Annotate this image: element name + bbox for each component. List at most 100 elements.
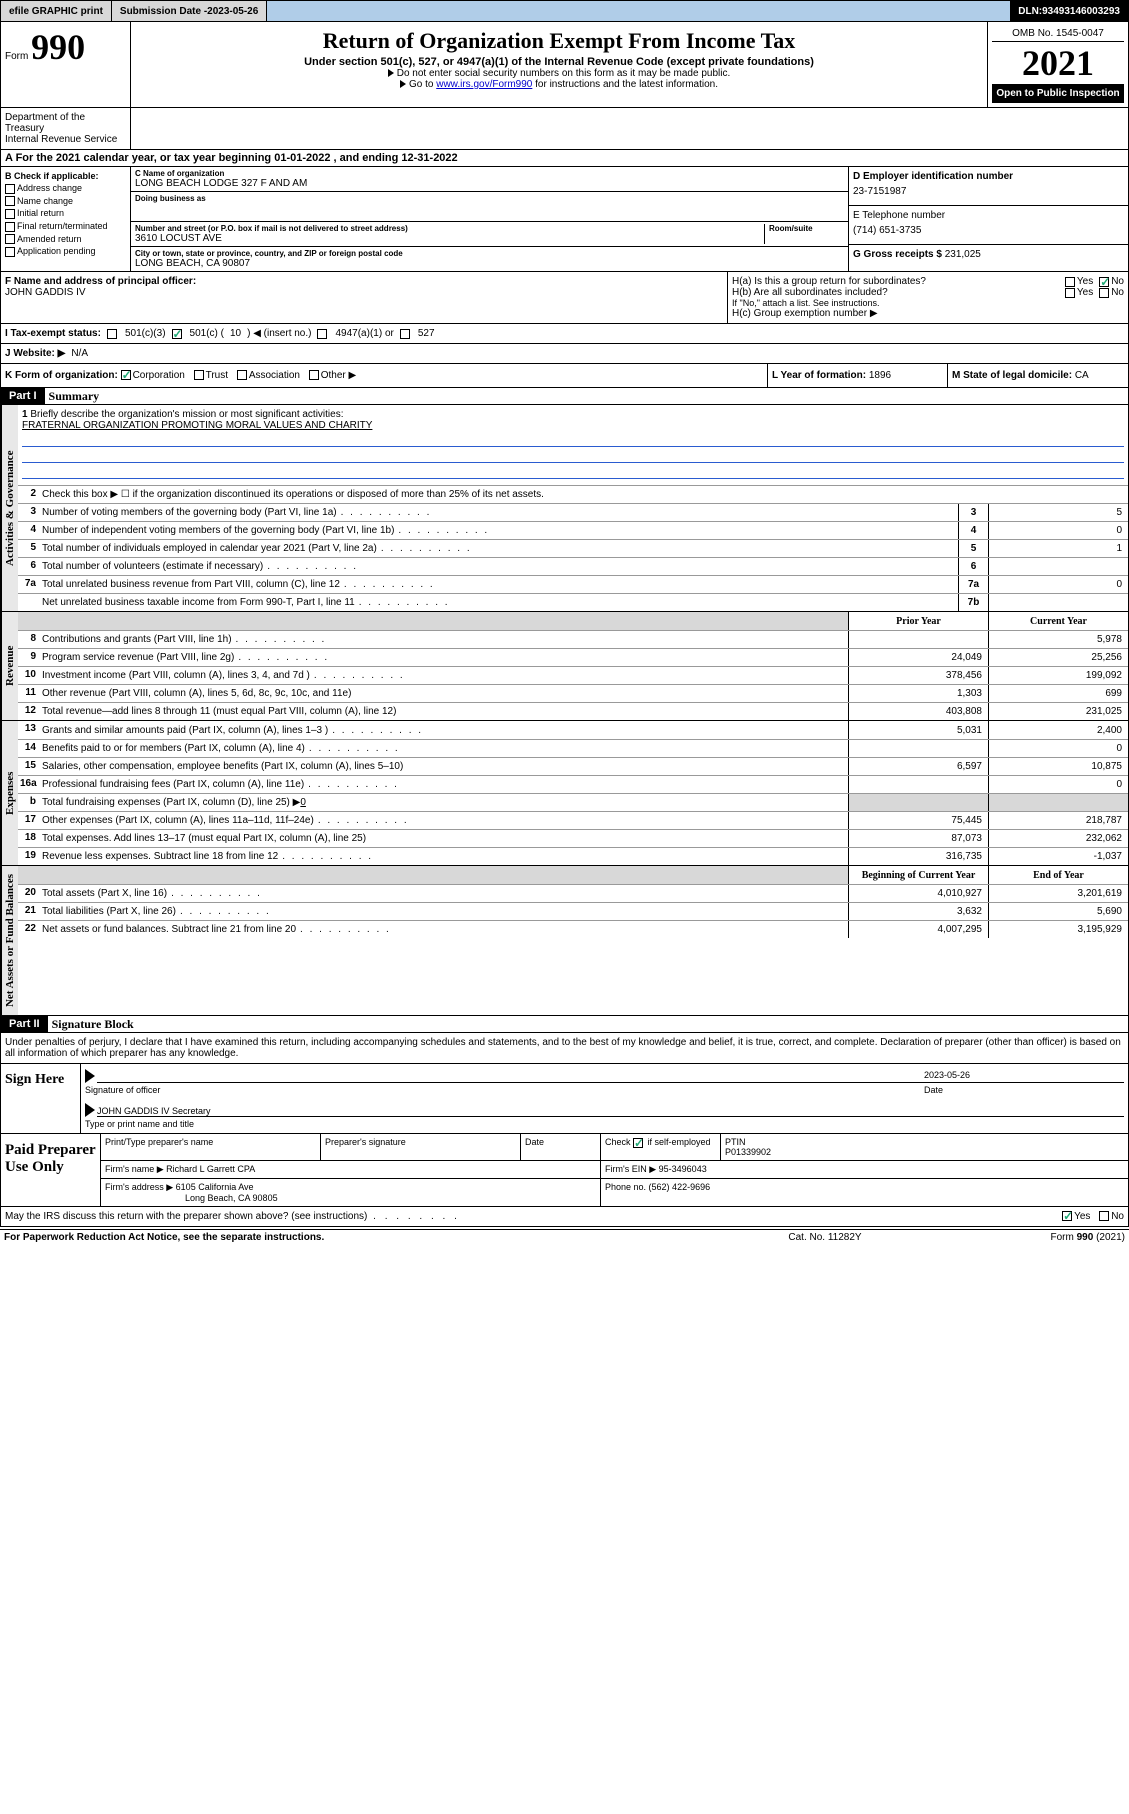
vtab-governance: Activities & Governance xyxy=(1,405,18,611)
opt-name-change: Name change xyxy=(17,196,73,206)
city-value: LONG BEACH, CA 90807 xyxy=(135,258,844,269)
l13-prior: 5,031 xyxy=(848,721,988,739)
domicile-state: CA xyxy=(1075,370,1089,381)
dept-row: Department of the Treasury Internal Reve… xyxy=(0,108,1129,150)
arrow-icon xyxy=(400,80,406,88)
l16a-desc: Professional fundraising fees (Part IX, … xyxy=(38,776,848,793)
checkbox-amended-return[interactable] xyxy=(5,234,15,244)
checkbox-application-pending[interactable] xyxy=(5,247,15,257)
efile-print-button[interactable]: efile GRAPHIC print xyxy=(1,1,112,21)
discuss-yes: Yes xyxy=(1074,1211,1090,1222)
checkbox-self-employed[interactable] xyxy=(633,1138,643,1148)
checkbox-association[interactable] xyxy=(237,370,247,380)
section-k: K Form of organization: Corporation Trus… xyxy=(1,364,768,387)
checkbox-hb-no[interactable] xyxy=(1099,288,1109,298)
checkbox-final-return[interactable] xyxy=(5,222,15,232)
section-c: C Name of organization LONG BEACH LODGE … xyxy=(131,167,848,271)
l5-desc: Total number of individuals employed in … xyxy=(38,540,958,557)
l14-prior xyxy=(848,740,988,757)
section-a: A For the 2021 calendar year, or tax yea… xyxy=(0,150,1129,167)
l21-prior: 3,632 xyxy=(848,903,988,920)
l14-current: 0 xyxy=(988,740,1128,757)
discuss-text: May the IRS discuss this return with the… xyxy=(5,1211,460,1222)
checkbox-4947[interactable] xyxy=(317,329,327,339)
checkbox-ha-no[interactable] xyxy=(1099,277,1109,287)
officer-name-label: Type or print name and title xyxy=(85,1119,1124,1129)
firm-addr1: 6105 California Ave xyxy=(176,1182,254,1192)
l9-desc: Program service revenue (Part VIII, line… xyxy=(38,649,848,666)
mission-line xyxy=(22,433,1124,447)
opt-501c-pre: 501(c) ( xyxy=(190,328,224,339)
hb-label: H(b) Are all subordinates included? xyxy=(732,287,1065,298)
checkbox-hb-yes[interactable] xyxy=(1065,288,1075,298)
org-name: LONG BEACH LODGE 327 F AND AM xyxy=(135,178,844,189)
part1-header-row: Part I Summary xyxy=(0,388,1129,405)
website-value: N/A xyxy=(71,348,88,359)
l22-prior: 4,007,295 xyxy=(848,921,988,938)
expenses-block: Expenses 13Grants and similar amounts pa… xyxy=(0,721,1129,866)
year-end: 12-31-2022 xyxy=(401,152,457,164)
l17-current: 218,787 xyxy=(988,812,1128,829)
prep-phone-label: Phone no. xyxy=(605,1182,649,1192)
checkbox-trust[interactable] xyxy=(194,370,204,380)
part1-badge: Part I xyxy=(1,388,45,404)
m-label: M State of legal domicile: xyxy=(952,370,1075,381)
topbar-spacer xyxy=(267,1,1010,21)
tax-year: 2021 xyxy=(992,42,1124,84)
checkbox-527[interactable] xyxy=(400,329,410,339)
inspection-label: Open to Public Inspection xyxy=(992,84,1124,103)
revenue-body: Prior YearCurrent Year 8Contributions an… xyxy=(18,612,1128,720)
checkbox-initial-return[interactable] xyxy=(5,209,15,219)
section-fh: F Name and address of principal officer:… xyxy=(0,272,1129,324)
checkbox-name-change[interactable] xyxy=(5,196,15,206)
firm-ein-label: Firm's EIN ▶ xyxy=(605,1164,656,1174)
l7a-desc: Total unrelated business revenue from Pa… xyxy=(38,576,958,593)
checkbox-address-change[interactable] xyxy=(5,184,15,194)
prep-name-label: Print/Type preparer's name xyxy=(101,1134,321,1160)
checkbox-501c[interactable] xyxy=(172,329,182,339)
mission-line xyxy=(22,465,1124,479)
year-begin: 01-01-2022 xyxy=(274,152,330,164)
hc-label: H(c) Group exemption number ▶ xyxy=(732,308,1124,319)
prior-year-header: Prior Year xyxy=(848,612,988,630)
checkbox-other[interactable] xyxy=(309,370,319,380)
signature-arrow-icon xyxy=(85,1103,95,1117)
l17-desc: Other expenses (Part IX, column (A), lin… xyxy=(38,812,848,829)
begin-year-header: Beginning of Current Year xyxy=(848,866,988,884)
gross-receipts-label: G Gross receipts $ xyxy=(853,249,945,260)
firm-addr-label: Firm's address ▶ xyxy=(105,1182,173,1192)
sign-here-block: Sign Here 2023-05-26 Signature of office… xyxy=(0,1064,1129,1134)
addr-value: 3610 LOCUST AVE xyxy=(135,233,764,244)
checkbox-discuss-no[interactable] xyxy=(1099,1211,1109,1221)
hb-note: If "No," attach a list. See instructions… xyxy=(732,298,1124,308)
checkbox-ha-yes[interactable] xyxy=(1065,277,1075,287)
firm-ein: 95-3496043 xyxy=(659,1164,707,1174)
l8-desc: Contributions and grants (Part VIII, lin… xyxy=(38,631,848,648)
sign-here-body: 2023-05-26 Signature of officerDate JOHN… xyxy=(81,1064,1128,1133)
l16b-desc: Total fundraising expenses (Part IX, col… xyxy=(38,794,848,811)
section-j: J Website: ▶ N/A xyxy=(0,344,1129,364)
opt-address-change: Address change xyxy=(17,183,82,193)
instructions-link[interactable]: www.irs.gov/Form990 xyxy=(436,79,532,90)
prep-check-label: Check if self-employed xyxy=(601,1134,721,1160)
governance-block: Activities & Governance 1 Briefly descri… xyxy=(0,405,1129,612)
officer-typed-name: JOHN GADDIS IV Secretary xyxy=(97,1106,1124,1117)
part2-badge: Part II xyxy=(1,1016,48,1032)
discuss-row: May the IRS discuss this return with the… xyxy=(0,1207,1129,1227)
checkbox-discuss-yes[interactable] xyxy=(1062,1211,1072,1221)
submission-date-button[interactable]: Submission Date - 2023-05-26 xyxy=(112,1,267,21)
section-g: G Gross receipts $ 231,025 xyxy=(849,245,1128,264)
checkbox-501c3[interactable] xyxy=(107,329,117,339)
checkbox-corporation[interactable] xyxy=(121,370,131,380)
sign-here-label: Sign Here xyxy=(1,1064,81,1133)
dba-label: Doing business as xyxy=(135,194,844,203)
l13-desc: Grants and similar amounts paid (Part IX… xyxy=(38,721,848,739)
omb-number: OMB No. 1545-0047 xyxy=(992,26,1124,42)
l10-current: 199,092 xyxy=(988,667,1128,684)
firm-addr2: Long Beach, CA 90805 xyxy=(185,1193,278,1203)
netassets-block: Net Assets or Fund Balances Beginning of… xyxy=(0,866,1129,1016)
hb-no: No xyxy=(1111,287,1124,298)
note1-text: Do not enter social security numbers on … xyxy=(397,68,730,79)
opt-other: Other ▶ xyxy=(321,370,356,381)
signature-arrow-icon xyxy=(85,1069,95,1083)
